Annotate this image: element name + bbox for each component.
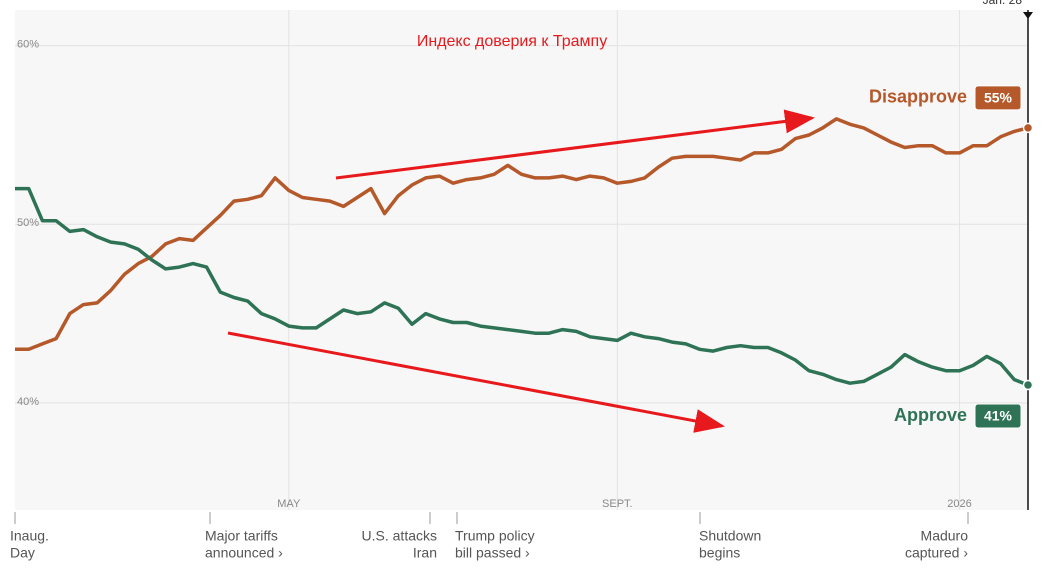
event-label: announced › — [205, 545, 283, 561]
series-line — [15, 186, 1029, 387]
event-label: Major tariffs — [205, 528, 278, 544]
series-line — [15, 117, 1029, 352]
event-label: Iran — [413, 545, 437, 561]
value-badge — [974, 85, 1022, 111]
value-label: 55% — [984, 90, 1013, 106]
end-point — [1022, 122, 1034, 134]
event-label: captured › — [905, 545, 968, 561]
y-tick-label: 60% — [17, 39, 39, 51]
event-label: Day — [10, 545, 35, 561]
today-marker — [1023, 12, 1033, 19]
value-badge — [974, 403, 1022, 429]
event-label: Trump policy — [455, 528, 535, 544]
trend-arrow — [227, 331, 725, 433]
plot-background — [15, 10, 1028, 510]
value-label: 41% — [984, 408, 1013, 424]
event-label: Inaug. — [10, 528, 49, 544]
event-label: Maduro — [921, 528, 969, 544]
end-point — [1022, 379, 1034, 391]
chart-title: Индекс доверия к Трампу — [417, 33, 607, 50]
x-tick-label: SEPT. — [602, 498, 633, 510]
x-tick-label: MAY — [277, 498, 301, 510]
event-label: begins — [699, 545, 740, 561]
trend-arrow — [335, 109, 815, 180]
y-tick-label: 40% — [17, 396, 39, 408]
y-tick-label: 50% — [17, 217, 39, 229]
x-tick-label: Jan. 28 — [983, 0, 1023, 7]
event-label: U.S. attacks — [362, 528, 437, 544]
event-label: bill passed › — [455, 545, 530, 561]
series-label: Approve — [894, 405, 967, 425]
series-label: Disapprove — [869, 87, 967, 107]
x-tick-label: 2026 — [947, 498, 971, 510]
event-label: Shutdown — [699, 528, 761, 544]
